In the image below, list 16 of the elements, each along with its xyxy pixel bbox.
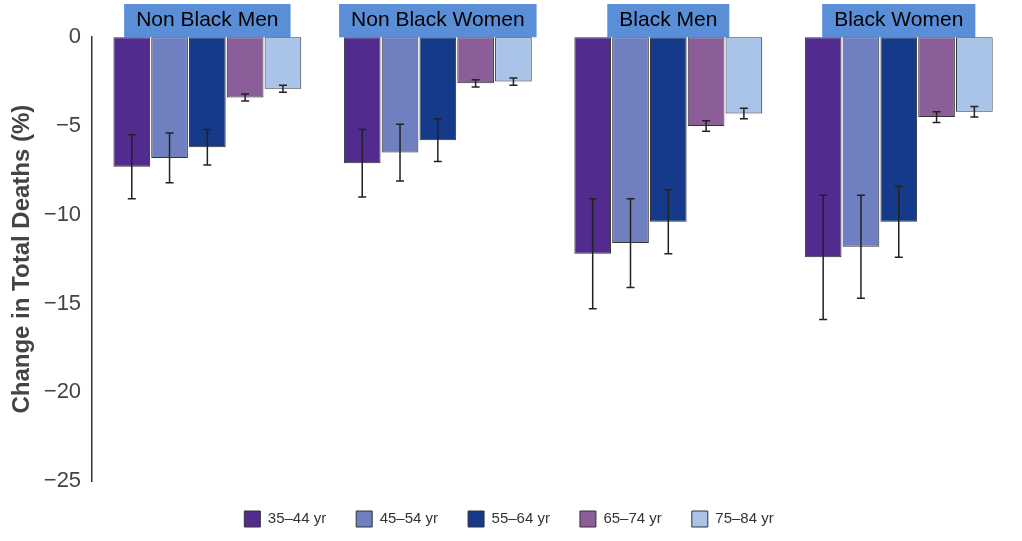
y-axis-title: Change in Total Deaths (%)	[7, 104, 35, 414]
legend-label: 75–84 yr	[715, 509, 774, 527]
x-tick-label: Non Black Men	[136, 7, 279, 31]
y-tick-label: −25	[43, 467, 82, 493]
y-tick-label: −10	[43, 200, 82, 226]
y-tick-label: 0	[68, 23, 82, 49]
x-tick-label: Black Women	[834, 7, 964, 31]
legend-label: 35–44 yr	[267, 509, 327, 527]
y-tick-label: −5	[56, 112, 82, 138]
y-tick-label: −20	[43, 378, 82, 404]
y-tick-label: −15	[43, 289, 82, 315]
legend-label: 55–64 yr	[491, 509, 550, 527]
x-tick-label: Black Men	[619, 7, 718, 31]
legend-label: 65–74 yr	[603, 509, 662, 527]
x-tick-label: Non Black Women	[351, 7, 525, 31]
legend-label: 45–54 yr	[379, 509, 439, 527]
